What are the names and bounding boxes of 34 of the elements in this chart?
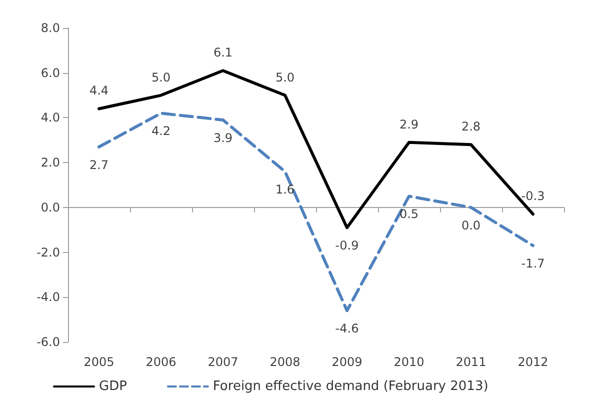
data-label: 5.0 [151, 70, 171, 84]
y-tick-label: 6.0 [40, 66, 60, 80]
y-tick-label: 0.0 [40, 200, 60, 214]
data-label: 4.2 [151, 124, 171, 138]
y-tick-label: 8.0 [40, 21, 60, 35]
x-tick-label: 2009 [332, 355, 362, 369]
data-label: 0.0 [461, 218, 481, 232]
legend-label: GDP [99, 379, 128, 394]
x-tick-label: 2012 [518, 355, 548, 369]
y-tick-label: -2.0 [36, 245, 60, 260]
data-label: -0.9 [335, 238, 359, 253]
data-label: -1.7 [521, 256, 545, 271]
data-label: -4.6 [335, 322, 359, 336]
data-label: 2.9 [399, 117, 419, 132]
x-tick-label: 2006 [146, 355, 176, 369]
x-tick-label: 2011 [456, 355, 486, 369]
legend-label: Foreign effective demand (February 2013) [212, 379, 488, 394]
data-label: 2.7 [89, 158, 109, 172]
data-label: 5.0 [275, 70, 295, 84]
y-tick-label: 2.0 [40, 156, 60, 170]
data-label: 4.4 [89, 84, 109, 98]
y-tick-label: -4.0 [36, 290, 60, 304]
y-tick-label: -6.0 [36, 335, 60, 349]
data-label: 0.5 [399, 207, 419, 222]
y-tick-label: 4.0 [40, 110, 60, 125]
x-tick-label: 2010 [394, 355, 424, 369]
x-tick-label: 2005 [84, 355, 114, 369]
data-label: 1.6 [275, 182, 295, 197]
x-tick-label: 2008 [270, 355, 300, 369]
data-label: 6.1 [213, 46, 233, 60]
data-label: 3.9 [213, 130, 233, 145]
data-label: -0.3 [521, 189, 545, 204]
x-tick-label: 2007 [208, 355, 238, 369]
data-label: 2.8 [461, 120, 481, 134]
